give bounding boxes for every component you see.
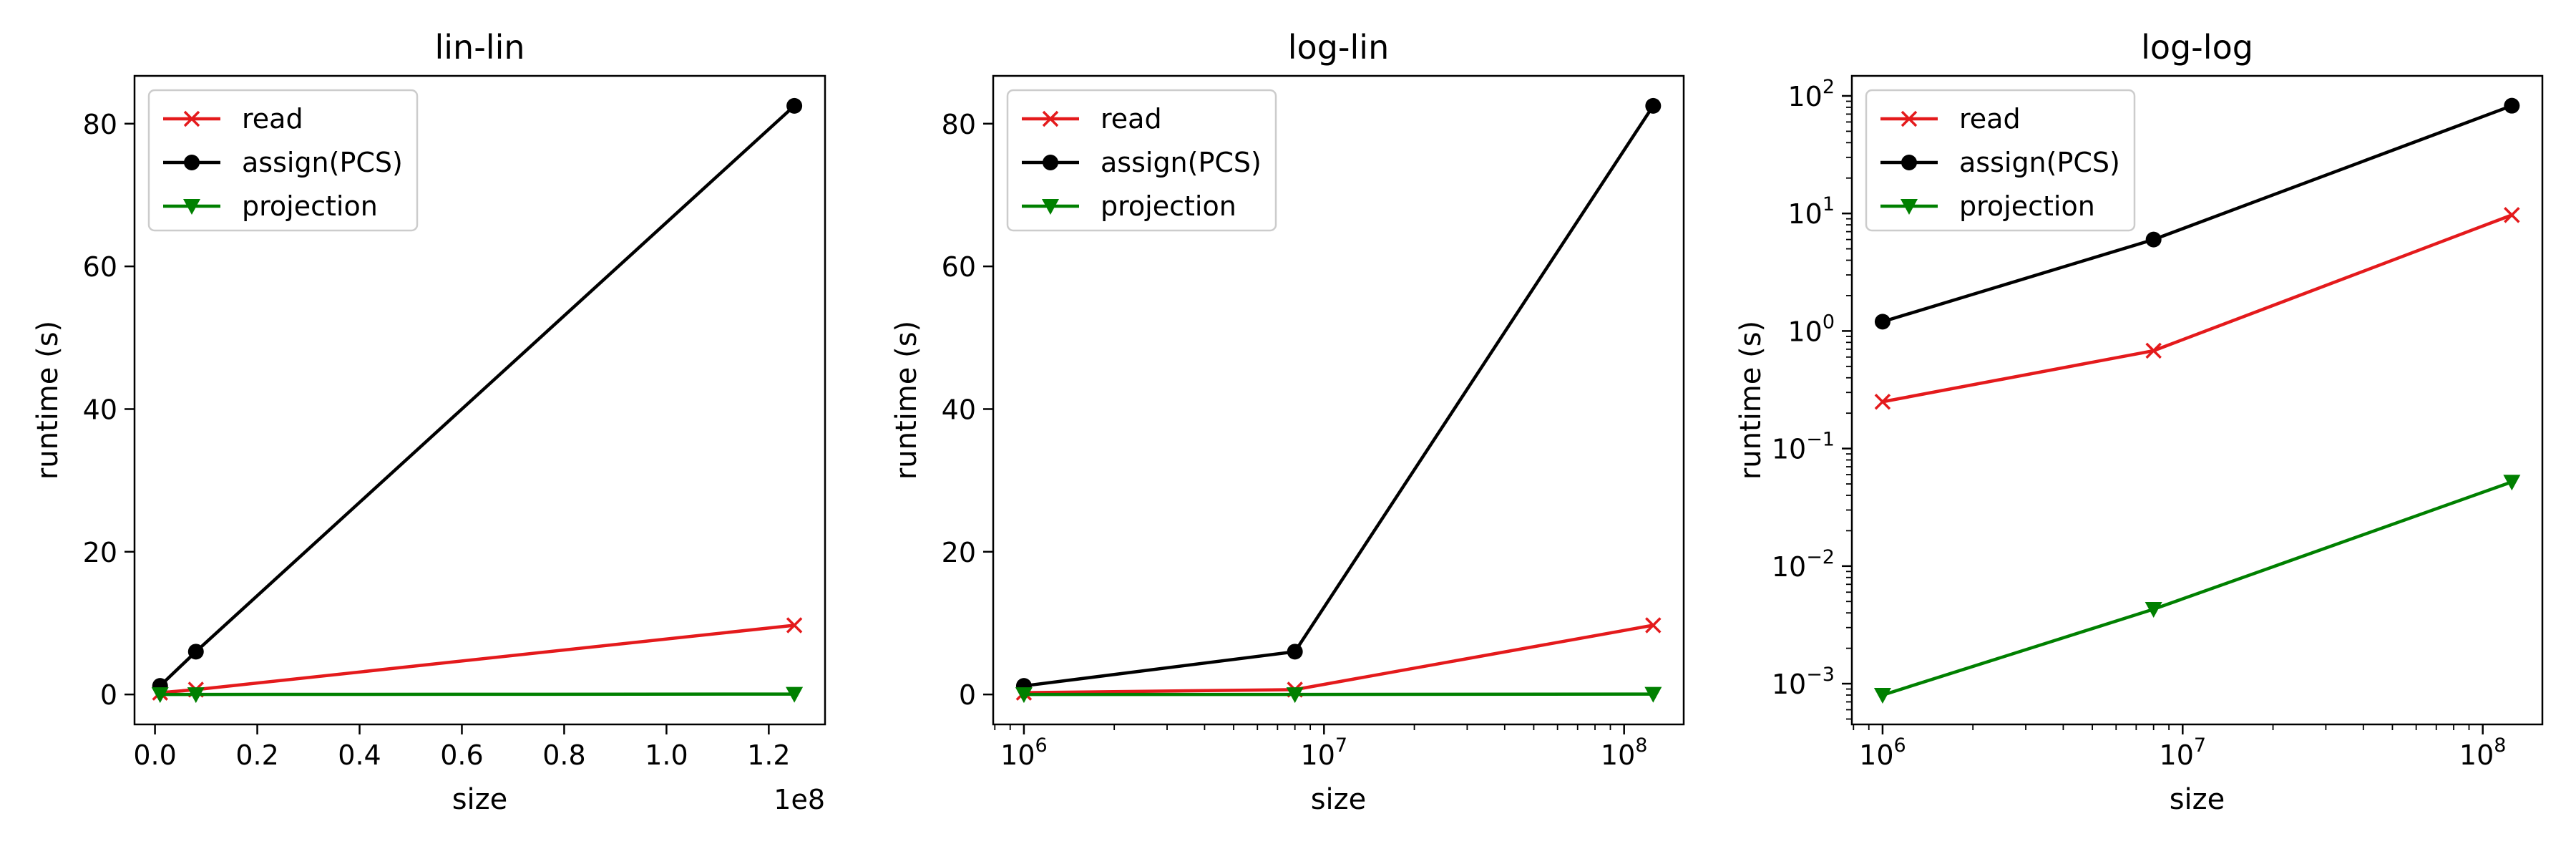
y-tick-label: 60 (83, 251, 117, 283)
y-tick-label: 80 (942, 109, 976, 140)
series-line-projection (160, 692, 795, 697)
y-tick-label: 0 (959, 679, 976, 711)
series-line-projection (1023, 692, 1654, 697)
x-axis-label: size (1311, 783, 1367, 816)
y-tick-label: 100 (1787, 311, 1835, 347)
y-tick-label: 20 (83, 537, 117, 568)
axes-frame (992, 74, 1685, 726)
legend-marker (1042, 110, 1059, 127)
y-axis-label: runtime (s) (1735, 321, 1767, 480)
chart-title: log-lin (1288, 28, 1389, 67)
chart-lin-lin: lin-lin size runtime (s) 1e8 0.0 0.2 0.4 0.6 0.8… (31, 28, 826, 816)
y-axis-label: runtime (s) (31, 321, 64, 480)
chart-title: lin-lin (434, 28, 525, 67)
data-point-projection (1873, 687, 1891, 704)
axes-frame (1850, 74, 2544, 726)
legend-marker (183, 110, 200, 127)
legend-marker (1901, 199, 1918, 215)
x-axis-label: size (452, 783, 508, 816)
x-tick-label: 0.6 (440, 739, 483, 771)
legend (1006, 89, 1277, 232)
data-point-assign(PCS) (2145, 231, 2162, 248)
x-tick-label: 0.0 (133, 739, 176, 771)
data-point-projection (187, 687, 205, 704)
legend-label: projection (1959, 190, 2095, 222)
data-point-assign(PCS) (1645, 97, 1662, 114)
y-tick-label: 20 (942, 537, 976, 568)
legend-label: read (1101, 103, 1162, 135)
data-point-projection (2145, 602, 2162, 618)
data-point-projection (1644, 686, 1662, 703)
y-tick-label: 101 (1787, 193, 1835, 230)
x-tick-label: 107 (2160, 734, 2207, 771)
chart-title: log-log (2141, 28, 2253, 67)
series-line-projection (1882, 480, 2513, 697)
legend-marker (1043, 155, 1058, 170)
legend-label: read (1959, 103, 2021, 135)
x-offset-label: 1e8 (774, 784, 825, 815)
x-tick-label: 107 (1301, 734, 1348, 771)
series-line-read (1882, 213, 2513, 404)
x-tick-label: 0.2 (235, 739, 278, 771)
data-point-read (2145, 342, 2162, 359)
data-point-projection (786, 686, 804, 703)
legend-label: projection (242, 190, 378, 222)
data-point-projection (2503, 475, 2521, 491)
legend-marker (183, 199, 200, 215)
legend-label: projection (1101, 190, 1236, 222)
y-axis-label: runtime (s) (890, 321, 923, 480)
data-point-projection (151, 687, 169, 704)
chart-log-lin: log-lin size runtime (s) 106 107 108 0 20 40 60 80… (890, 28, 1685, 816)
x-tick-label: 0.4 (338, 739, 381, 771)
legend (1865, 89, 2136, 232)
legend-marker (184, 155, 200, 170)
legend-marker (1901, 110, 1918, 127)
x-tick-label: 0.8 (542, 739, 585, 771)
x-axis-label: size (2170, 783, 2225, 816)
legend-label: assign(PCS) (1101, 147, 1262, 178)
x-tick-label: 1.2 (747, 739, 790, 771)
x-tick-label: 108 (1601, 734, 1648, 771)
y-tick-label: 102 (1787, 76, 1835, 112)
data-point-assign(PCS) (786, 97, 803, 114)
data-point-projection (1286, 687, 1304, 704)
data-point-read (1874, 394, 1891, 410)
legend (147, 89, 419, 232)
y-tick-label: 40 (83, 394, 117, 425)
data-point-projection (1015, 687, 1033, 704)
y-tick-label: 10−2 (1772, 546, 1835, 583)
data-point-read (1645, 617, 1662, 634)
series-line-read (1023, 623, 1654, 694)
y-tick-label: 40 (942, 394, 976, 425)
data-point-assign(PCS) (1287, 644, 1303, 660)
series-line-read (160, 623, 795, 694)
legend-label: read (242, 103, 303, 135)
data-point-assign(PCS) (2504, 97, 2520, 114)
axes-frame (133, 74, 826, 726)
data-point-assign(PCS) (187, 644, 204, 660)
x-tick-label: 106 (1000, 734, 1048, 771)
x-tick-label: 1.0 (645, 739, 688, 771)
x-tick-label: 108 (2459, 734, 2507, 771)
y-tick-label: 10−3 (1772, 664, 1835, 700)
y-tick-label: 60 (942, 251, 976, 283)
data-point-read (2504, 207, 2520, 223)
chart-log-log: log-log size runtime (s) 106 107 108 10−3 10−2 1… (1735, 28, 2544, 816)
legend-label: assign(PCS) (242, 147, 403, 178)
data-point-read (786, 617, 803, 634)
y-tick-label: 10−1 (1772, 429, 1835, 465)
y-tick-label: 0 (100, 679, 117, 711)
x-tick-label: 106 (1859, 734, 1906, 771)
legend-label: assign(PCS) (1959, 147, 2120, 178)
legend-marker (1042, 199, 1059, 215)
data-point-assign(PCS) (1874, 314, 1890, 330)
y-tick-label: 80 (83, 109, 117, 140)
legend-marker (1901, 155, 1917, 170)
